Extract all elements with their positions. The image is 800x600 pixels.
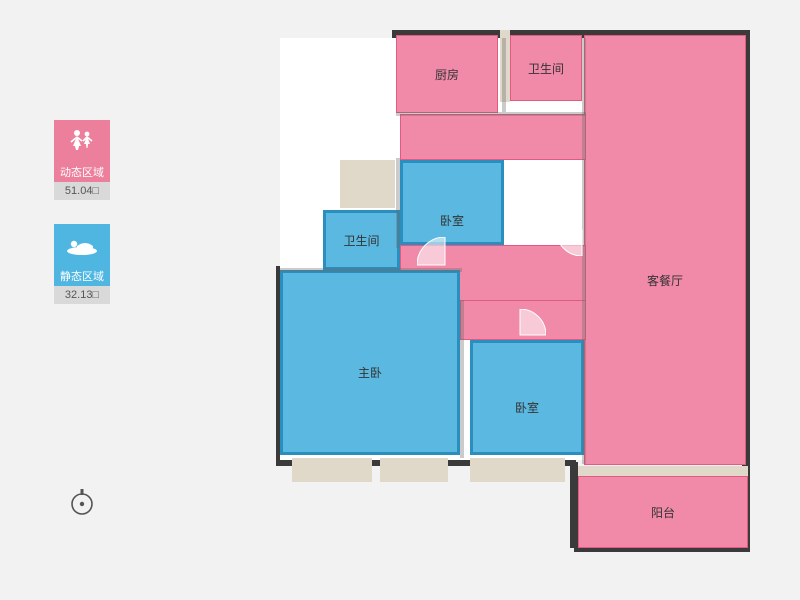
- outer-wall: [570, 462, 578, 548]
- people-icon: [54, 120, 110, 162]
- legend-dynamic: 动态区域 51.04□: [54, 120, 110, 200]
- room-bath1: 卫生间: [510, 35, 582, 101]
- legend-static: 静态区域 32.13□: [54, 224, 110, 304]
- exterior-slab: [470, 458, 565, 482]
- interior-wall: [460, 300, 464, 458]
- door-arc-icon: [417, 237, 473, 293]
- room-label: 厨房: [435, 66, 459, 83]
- room-master: 主卧: [280, 270, 460, 455]
- exterior-slab: [340, 160, 395, 208]
- sleep-icon: [54, 224, 110, 266]
- room-bath2: 卫生间: [323, 210, 400, 270]
- room-kitchen: 厨房: [396, 35, 498, 113]
- interior-wall: [396, 112, 586, 116]
- exterior-slab: [380, 458, 448, 482]
- compass-icon: [68, 488, 96, 516]
- room-living_ext: [400, 114, 586, 160]
- legend-dynamic-label: 动态区域: [54, 162, 110, 182]
- legend-static-label: 静态区域: [54, 266, 110, 286]
- legend-static-value: 32.13□: [54, 286, 110, 304]
- interior-wall: [502, 38, 506, 112]
- door-arc-icon: [556, 204, 608, 256]
- floor-plan: 厨房卫生间客餐厅阳台卧室卫生间主卧卧室: [270, 30, 760, 585]
- room-label: 卧室: [515, 399, 539, 416]
- room-bed1: 卧室: [400, 160, 504, 245]
- room-label: 卫生间: [343, 232, 379, 249]
- interior-wall: [582, 112, 586, 464]
- room-label: 卧室: [440, 212, 464, 229]
- legend: 动态区域 51.04□ 静态区域 32.13□: [54, 120, 110, 328]
- exterior-slab: [292, 458, 372, 482]
- interior-wall: [582, 38, 586, 112]
- room-label: 主卧: [358, 364, 382, 381]
- room-label: 客餐厅: [647, 272, 683, 289]
- room-label: 卫生间: [528, 60, 564, 77]
- door-arc-icon: [494, 309, 546, 361]
- legend-dynamic-value: 51.04□: [54, 182, 110, 200]
- room-living: 客餐厅: [584, 35, 746, 465]
- interior-wall: [396, 158, 400, 248]
- room-label: 阳台: [651, 504, 675, 521]
- room-balcony: 阳台: [578, 476, 748, 548]
- exterior-slab: [578, 466, 748, 476]
